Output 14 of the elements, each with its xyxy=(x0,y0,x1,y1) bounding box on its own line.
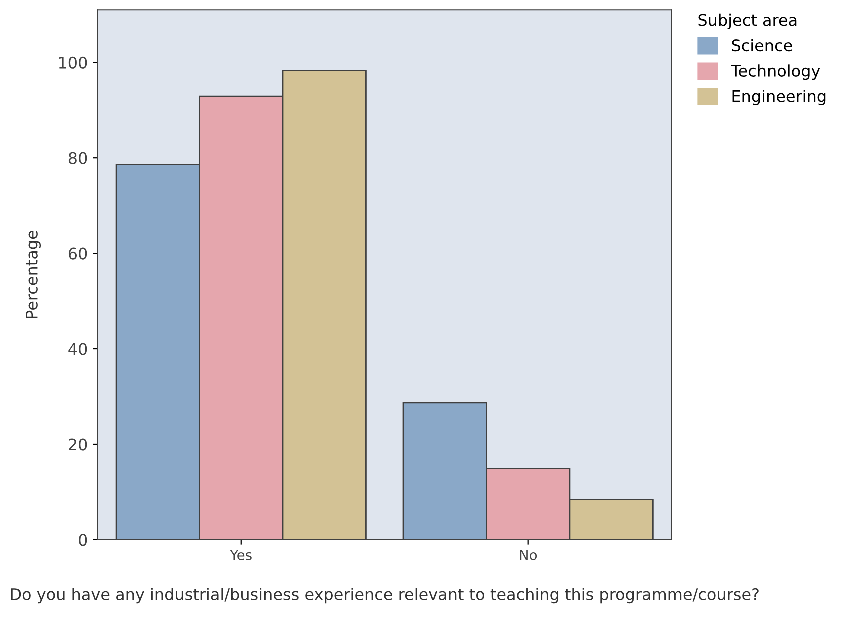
y-tick-label: 20 xyxy=(69,438,88,451)
legend-label: Technology xyxy=(731,64,820,80)
y-tick-label: 100 xyxy=(59,56,88,69)
y-tick-label: 40 xyxy=(68,343,88,356)
x-axis-title: Do you have any industrial/business experience relevant to teaching this programme/course? xyxy=(11,588,759,604)
y-tick-label: 0 xyxy=(79,534,88,546)
x-tick-label: No xyxy=(520,550,538,560)
x-tick-label: Yes xyxy=(230,550,252,560)
legend-label: Engineering xyxy=(732,90,826,106)
y-tick-label: 80 xyxy=(68,152,88,164)
legend-label: Science xyxy=(732,39,792,52)
y-axis-title: Percentage xyxy=(26,230,42,318)
y-tick-label: 60 xyxy=(68,248,88,260)
legend-title: Subject area xyxy=(698,14,797,30)
